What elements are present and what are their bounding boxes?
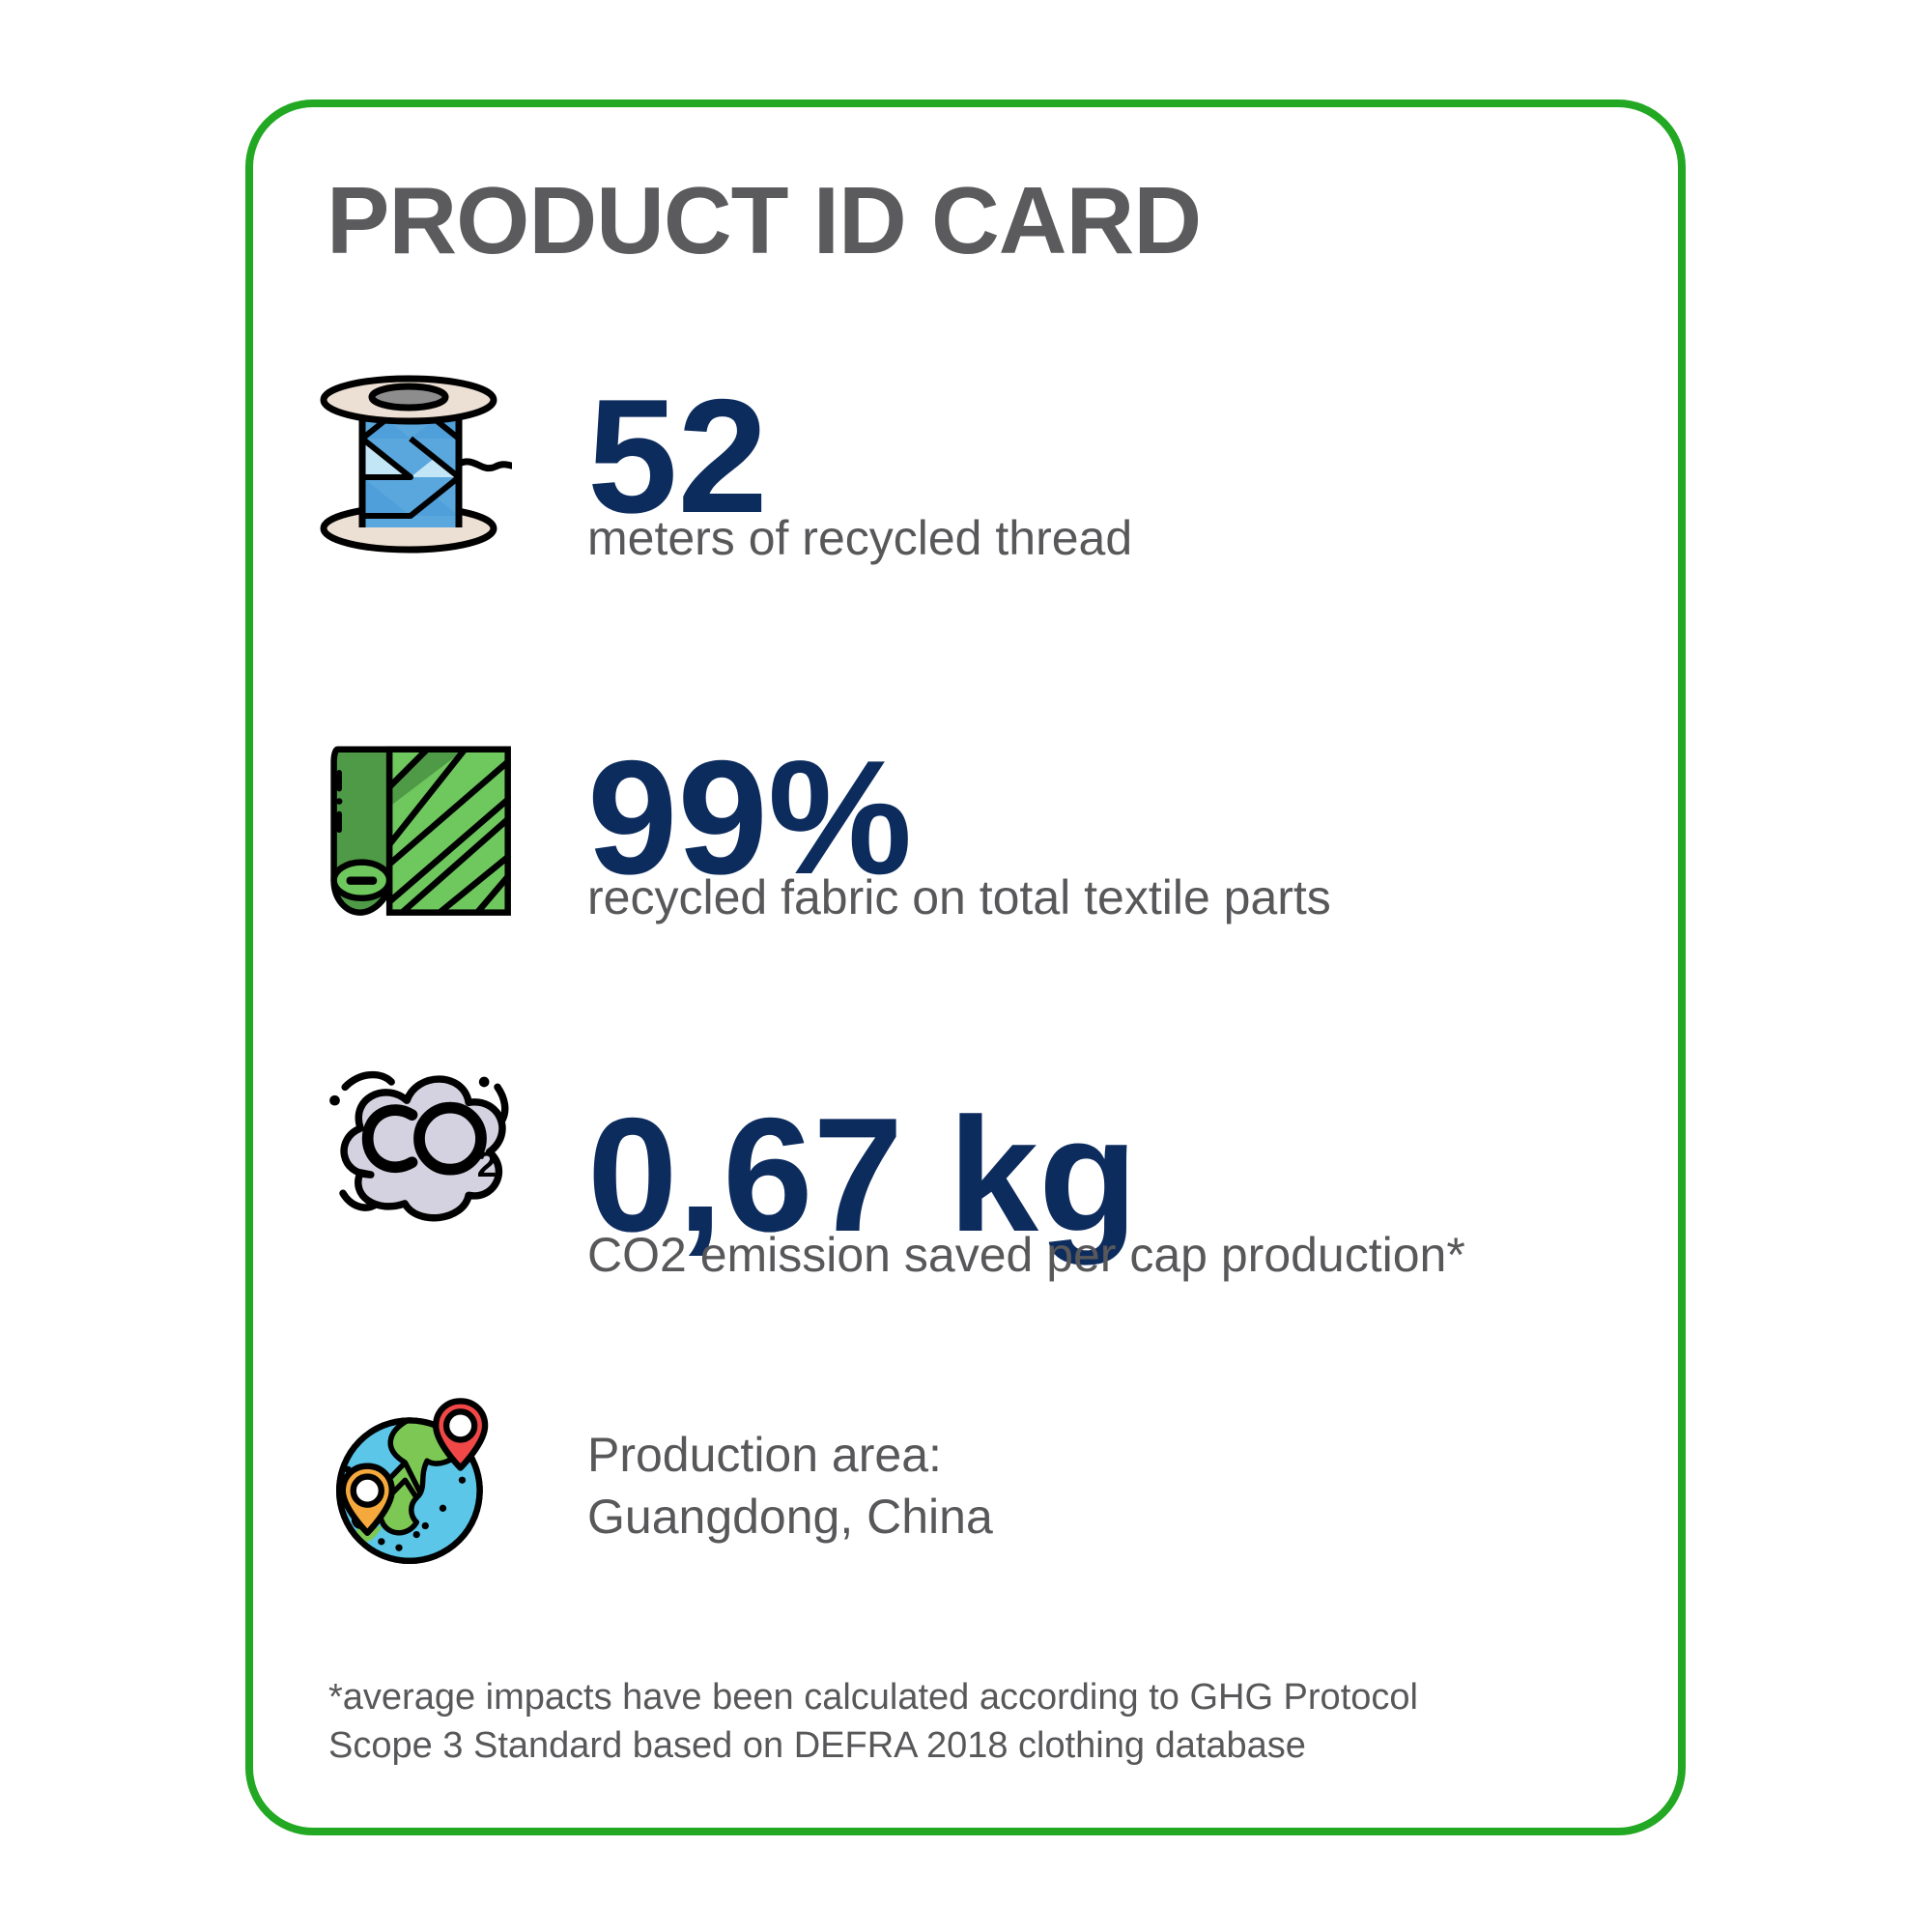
svg-text:2: 2	[477, 1145, 497, 1184]
